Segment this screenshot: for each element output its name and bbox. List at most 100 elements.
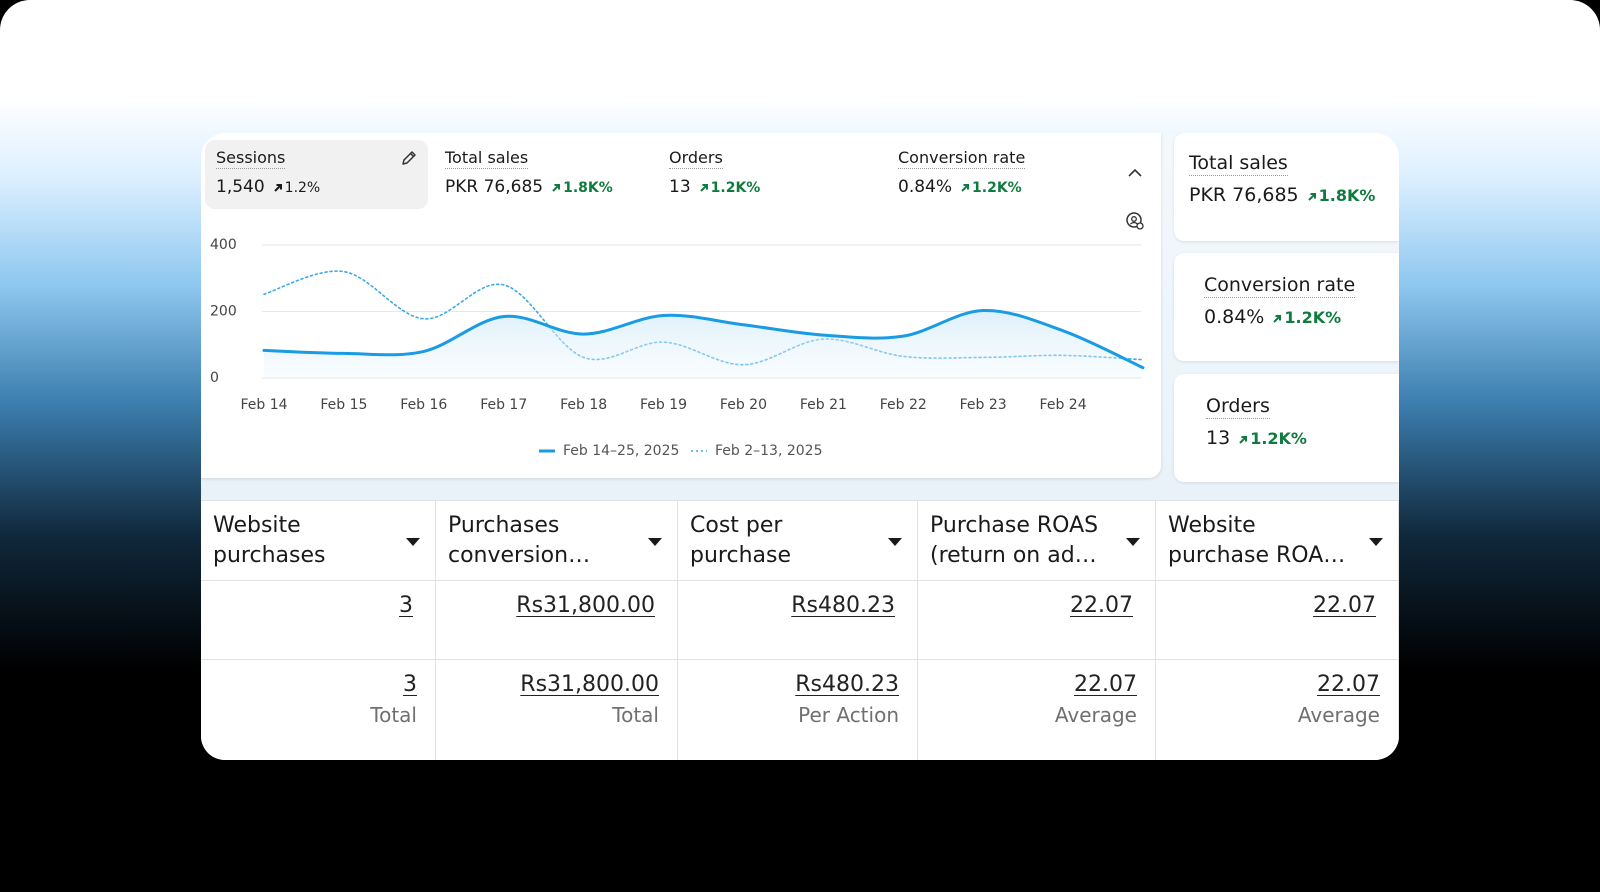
summary-cell: 22.07 Average	[918, 660, 1156, 760]
header-line: purchases	[213, 543, 326, 568]
header-text: Purchase ROAS (return on ad…	[930, 511, 1098, 571]
metric-value-row: 1,540 1.2%	[216, 177, 320, 197]
metric-change: 1.2K%	[710, 180, 761, 196]
cell-value[interactable]: 22.07	[1070, 593, 1133, 618]
metric-value: 13	[669, 177, 691, 197]
metric-change: 1.8K%	[1318, 186, 1376, 205]
header-line: conversion…	[448, 543, 591, 568]
header-cell: Website purchases	[201, 501, 436, 581]
summary-label: Average	[1297, 703, 1380, 727]
trend-arrow	[1307, 192, 1316, 201]
sort-dropdown[interactable]	[405, 537, 421, 547]
x-tick-label: Feb 16	[400, 397, 447, 413]
cell-value[interactable]: 22.07	[1313, 593, 1376, 618]
header-text: Website purchase ROA…	[1168, 511, 1345, 571]
metric-value-row: 13 1.2K%	[1206, 427, 1307, 449]
metric: Total sales PKR 76,685 1.8K%	[1189, 152, 1375, 206]
metric: Orders 13 1.2K%	[1206, 395, 1307, 449]
x-tick-label: Feb 21	[800, 397, 847, 413]
header-text: Purchases conversion…	[448, 511, 590, 571]
summary-value[interactable]: 22.07	[1317, 672, 1380, 697]
metric-change: 1.2%	[284, 180, 321, 196]
line-series	[262, 309, 1145, 370]
summary-box: Rs31,800.00 Total	[520, 672, 659, 727]
header-line: Purchases	[448, 513, 560, 538]
metric-value: 1,540	[216, 177, 265, 197]
metric-value-row: 0.84% 1.2K%	[1204, 306, 1355, 328]
edit-icon[interactable]	[400, 149, 418, 167]
header-line: Website	[1168, 513, 1256, 538]
metric-label: Sessions	[216, 148, 286, 169]
sort-dropdown[interactable]	[1125, 537, 1141, 547]
metric-value-row: PKR 76,685 1.8K%	[1189, 184, 1375, 206]
x-tick-label: Feb 17	[480, 397, 527, 413]
header-line: purchase	[690, 543, 791, 568]
x-tick-label: Feb 23	[960, 397, 1007, 413]
sort-dropdown[interactable]	[1368, 537, 1384, 547]
sort-dropdown[interactable]	[647, 537, 663, 547]
y-tick-label: 200	[210, 304, 237, 320]
metric-change: 1.2K%	[1250, 429, 1307, 448]
header-line: (return on ad…	[930, 543, 1097, 568]
metric-label: Orders	[1206, 395, 1270, 419]
summary-label: Per Action	[798, 703, 899, 727]
metric: Total sales PKR 76,685 1.8K%	[445, 148, 613, 197]
cell-value[interactable]: 3	[399, 593, 413, 618]
metric-change: 1.2K%	[1284, 308, 1342, 327]
x-tick-label: Feb 20	[720, 397, 767, 413]
metric: Conversion rate 0.84% 1.2K%	[1204, 274, 1356, 328]
summary-value[interactable]: Rs31,800.00	[520, 672, 659, 697]
summary-box: Rs480.23 Per Action	[795, 672, 899, 727]
cell-value[interactable]: Rs31,800.00	[516, 593, 655, 618]
y-tick-label: 400	[210, 237, 237, 253]
y-tick-label: 0	[210, 370, 219, 386]
metric-value: PKR 76,685	[445, 177, 544, 197]
summary-value[interactable]: 22.07	[1074, 672, 1137, 697]
collapse-chevron[interactable]	[1127, 167, 1143, 179]
trend-arrow	[1273, 314, 1282, 323]
trend-arrow	[699, 183, 708, 192]
summary-cell: Rs480.23 Per Action	[678, 660, 918, 760]
table-cell: Rs480.23	[678, 581, 918, 660]
sort-dropdown[interactable]	[887, 537, 903, 547]
cell-value[interactable]: Rs480.23	[791, 593, 895, 618]
summary-label: Total	[370, 703, 417, 727]
header-text: Cost per purchase	[690, 511, 791, 571]
metric-label: Conversion rate	[898, 148, 1026, 169]
chart-panel: 0 200 400 Feb 14 Feb 15 Feb 16 Feb 17 Feb 18 Feb…	[201, 133, 1161, 478]
metric-label: Orders	[669, 148, 723, 169]
metric: Orders 13 1.2K%	[669, 148, 760, 197]
header-cell: Purchase ROAS (return on ad…	[918, 501, 1156, 581]
metric: Sessions 1,540 1.2%	[216, 148, 320, 197]
header-line: Purchase ROAS	[930, 513, 1099, 538]
metric-value-row: PKR 76,685 1.8K%	[445, 177, 613, 197]
metric-value: 0.84%	[1204, 306, 1265, 328]
metric-value: PKR 76,685	[1189, 184, 1299, 206]
summary-cell: 22.07 Average	[1156, 660, 1399, 760]
header-line: Cost per	[690, 513, 783, 538]
data-table: Website purchases Purchases conversion… Cost…	[201, 500, 1399, 760]
header-line: Website	[213, 513, 301, 538]
trend-arrow	[1239, 435, 1248, 444]
metric-change: 1.8K%	[563, 180, 613, 196]
summary-box: 3 Total	[370, 672, 417, 727]
summary-value[interactable]: Rs480.23	[795, 672, 899, 697]
legend-label: Feb 2–13, 2025	[715, 443, 823, 459]
summary-cell: 3 Total	[201, 660, 436, 760]
metric-value-row: 0.84% 1.2K%	[898, 177, 1025, 197]
summary-value[interactable]: 3	[403, 672, 417, 697]
metric-value-row: 13 1.2K%	[669, 177, 760, 197]
header-text: Website purchases	[213, 511, 325, 571]
metric-value: 0.84%	[898, 177, 953, 197]
x-tick-label: Feb 14	[240, 397, 287, 413]
chart-settings-icon[interactable]	[1125, 211, 1145, 231]
trend-arrow	[961, 183, 970, 192]
table-cell: 22.07	[918, 581, 1156, 660]
summary-label: Average	[1054, 703, 1137, 727]
x-tick-label: Feb 22	[880, 397, 927, 413]
summary-label: Total	[612, 703, 659, 727]
table-cell: Rs31,800.00	[436, 581, 678, 660]
header-cell: Purchases conversion…	[436, 501, 678, 581]
metric: Conversion rate 0.84% 1.2K%	[898, 148, 1026, 197]
